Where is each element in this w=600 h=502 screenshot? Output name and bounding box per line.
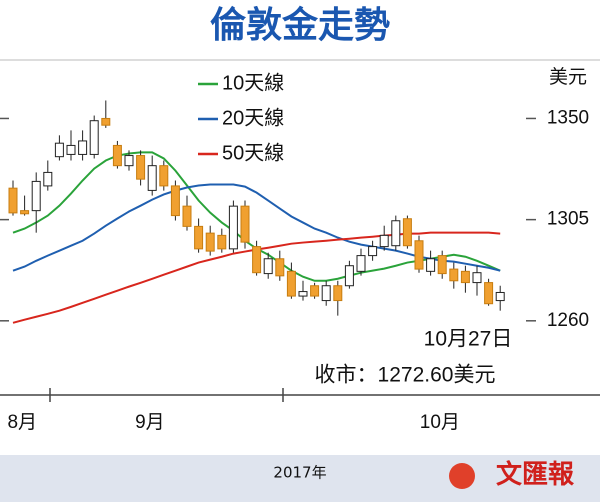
candle-body bbox=[252, 246, 262, 274]
candle-body bbox=[414, 240, 424, 270]
candle-body bbox=[472, 272, 482, 284]
candle-body bbox=[205, 232, 215, 252]
candle-body bbox=[194, 225, 204, 250]
candle-body bbox=[159, 165, 169, 187]
candle-body bbox=[298, 291, 308, 297]
candle-body bbox=[240, 205, 250, 243]
candle-body bbox=[54, 142, 64, 158]
candle-body bbox=[495, 291, 505, 302]
x-axis-label: 2017年 bbox=[273, 464, 326, 482]
candle-body bbox=[437, 255, 447, 275]
candle-body bbox=[147, 165, 157, 191]
legend-label: 50天線 bbox=[222, 141, 284, 164]
candle-body bbox=[78, 140, 88, 155]
candle-body bbox=[66, 144, 76, 155]
candle-body bbox=[484, 282, 494, 305]
x-tick-label: 9月 bbox=[135, 412, 165, 433]
legend-label: 20天線 bbox=[222, 106, 284, 129]
candle-body bbox=[333, 285, 343, 302]
legend-label: 10天線 bbox=[222, 71, 284, 94]
y-tick-label: 1305 bbox=[547, 209, 589, 230]
x-tick-label: 10月 bbox=[420, 412, 460, 433]
candle-body bbox=[182, 205, 192, 227]
candle-body bbox=[112, 144, 122, 167]
candle-body bbox=[286, 270, 296, 297]
x-tick-label: 8月 bbox=[7, 412, 37, 433]
candle-body bbox=[356, 255, 366, 272]
candle-body bbox=[321, 285, 331, 302]
candle-body bbox=[460, 270, 470, 284]
candle-body bbox=[391, 220, 401, 247]
candle-body bbox=[263, 258, 273, 275]
candle-body bbox=[124, 155, 134, 167]
y-unit: 美元 bbox=[549, 66, 587, 88]
candle-body bbox=[89, 120, 99, 155]
candle-body bbox=[449, 268, 459, 282]
candle-body bbox=[43, 171, 53, 187]
candle-body bbox=[217, 234, 227, 250]
candle-body bbox=[170, 185, 180, 217]
footer-band bbox=[0, 455, 600, 502]
candle-body bbox=[426, 258, 436, 272]
chart-title: 倫敦金走勢 bbox=[210, 4, 390, 46]
candle-body bbox=[275, 258, 285, 277]
candle-body bbox=[310, 285, 320, 297]
candle-body bbox=[8, 187, 18, 214]
candle-body bbox=[402, 218, 412, 247]
annotation: 10月27日 bbox=[424, 328, 513, 351]
candle-body bbox=[368, 246, 378, 257]
annotation: 收市：1272.60美元 bbox=[315, 364, 496, 387]
logo: 文匯報 bbox=[496, 459, 575, 490]
candle-body bbox=[31, 180, 41, 212]
candle-body bbox=[228, 205, 238, 250]
candle-body bbox=[379, 234, 389, 248]
y-tick-label: 1350 bbox=[547, 107, 589, 128]
candle-body bbox=[136, 155, 146, 180]
logo-icon bbox=[449, 463, 475, 489]
y-tick-label: 1260 bbox=[547, 310, 589, 331]
candle-body bbox=[101, 117, 111, 126]
candle-body bbox=[20, 210, 30, 215]
candle-body bbox=[344, 265, 354, 287]
